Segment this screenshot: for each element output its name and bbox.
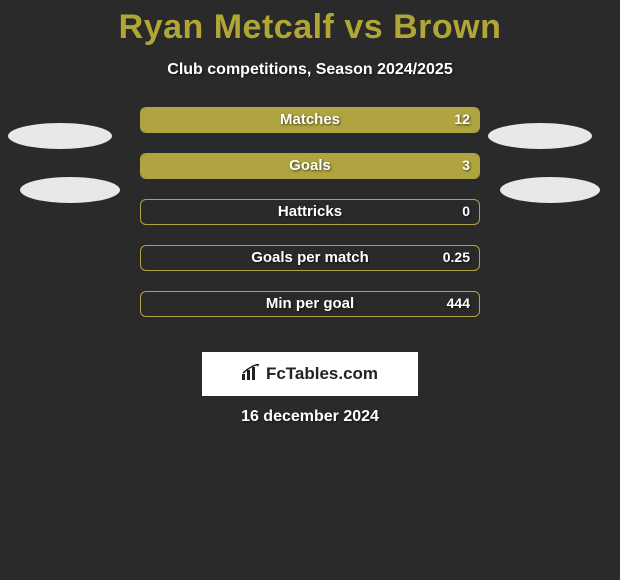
player-photo-placeholder bbox=[488, 123, 592, 149]
chart-icon bbox=[242, 364, 262, 385]
logo-text: FcTables.com bbox=[266, 364, 378, 384]
page-subtitle: Club competitions, Season 2024/2025 bbox=[0, 61, 620, 79]
date-text: 16 december 2024 bbox=[0, 408, 620, 426]
bar-fill bbox=[141, 108, 479, 132]
bar-container bbox=[140, 291, 480, 317]
bar-fill bbox=[141, 154, 479, 178]
bar-container bbox=[140, 245, 480, 271]
fctables-logo: FcTables.com bbox=[202, 352, 418, 396]
bar-container bbox=[140, 199, 480, 225]
stat-row: Min per goal444 bbox=[0, 291, 620, 337]
bar-container bbox=[140, 153, 480, 179]
player-photo-placeholder bbox=[20, 177, 120, 203]
bar-container bbox=[140, 107, 480, 133]
page-title: Ryan Metcalf vs Brown bbox=[0, 0, 620, 47]
stat-row: Goals per match0.25 bbox=[0, 245, 620, 291]
stat-row: Hattricks0 bbox=[0, 199, 620, 245]
player-photo-placeholder bbox=[500, 177, 600, 203]
player-photo-placeholder bbox=[8, 123, 112, 149]
